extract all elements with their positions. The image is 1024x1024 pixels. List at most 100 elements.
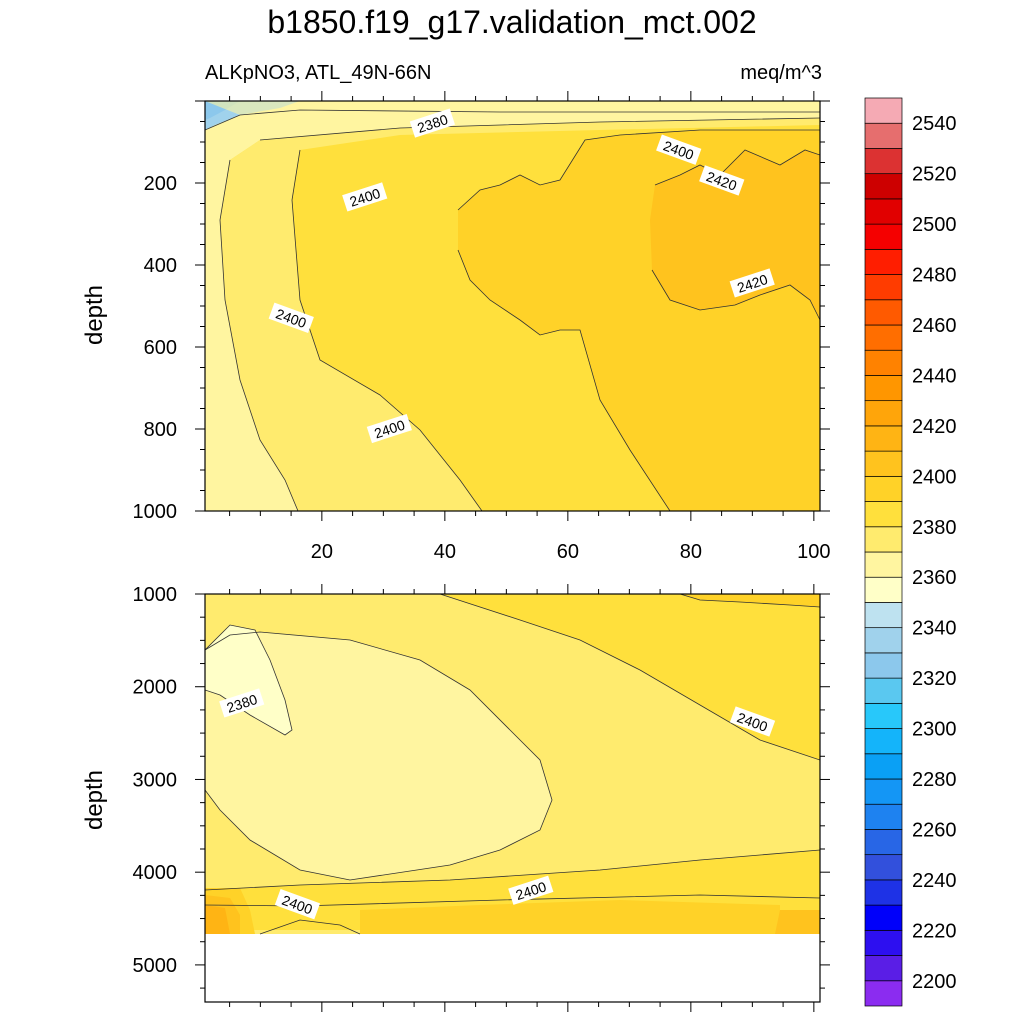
contour-2390-surface bbox=[259, 117, 820, 141]
colorbar-swatch bbox=[864, 980, 903, 1007]
colorbar-swatch bbox=[864, 173, 903, 200]
bottom-ylabel: depth bbox=[81, 770, 108, 830]
contour-label-bg bbox=[342, 182, 388, 212]
colorbar-label: 2500 bbox=[912, 214, 957, 236]
fill-surface-band bbox=[205, 101, 820, 115]
contour-2410-top-lower bbox=[457, 249, 671, 511]
colorbar-label: 2520 bbox=[912, 164, 957, 186]
colorbar-swatch bbox=[864, 879, 903, 906]
colorbar-swatch bbox=[864, 677, 903, 704]
contour-label-bg bbox=[656, 134, 702, 165]
colorbar-swatch bbox=[864, 854, 903, 881]
contour-label-bg bbox=[729, 706, 776, 737]
colorbar-swatch bbox=[864, 904, 903, 931]
fill-2370-2380 bbox=[205, 625, 292, 735]
top-ytick-label: 1000 bbox=[133, 501, 178, 523]
bathymetry-mask bbox=[205, 934, 820, 1002]
colorbar-label: 2540 bbox=[912, 113, 957, 135]
colorbar-swatch bbox=[864, 753, 903, 780]
colorbar-swatch bbox=[864, 349, 903, 376]
colorbar-label: 2460 bbox=[912, 315, 957, 337]
colorbar: 2200 2220 2240 2260 2280 2300 2320 2340 2360 2380… bbox=[864, 97, 957, 1007]
colorbar-swatch bbox=[864, 425, 903, 452]
bottom-ytick-label: 1000 bbox=[133, 584, 178, 606]
top-ytick-label: 200 bbox=[144, 173, 177, 195]
colorbar-label: 2220 bbox=[912, 920, 957, 942]
colorbar-swatch bbox=[864, 274, 903, 301]
contour-2400-upper bbox=[439, 594, 820, 761]
colorbar-label: 2420 bbox=[912, 416, 957, 438]
colorbar-swatch bbox=[864, 248, 903, 275]
colorbar-swatch bbox=[864, 198, 903, 225]
colorbar-swatch bbox=[864, 501, 903, 528]
contour-2410-topright bbox=[679, 594, 820, 608]
colorbar-swatch bbox=[864, 652, 903, 679]
contour-2380-surface bbox=[205, 109, 820, 131]
top-xtick-label: 80 bbox=[680, 541, 702, 563]
contour-label-bg bbox=[699, 165, 745, 196]
colorbar-swatch bbox=[864, 702, 903, 729]
contour-2390 bbox=[205, 631, 553, 881]
contour-label-bg bbox=[508, 875, 554, 905]
top-ytick-label: 400 bbox=[144, 255, 177, 277]
contour-deep-bump bbox=[259, 919, 361, 935]
chart-title: b1850.f19_g17.validation_mct.002 bbox=[267, 4, 757, 40]
top-ylabel: depth bbox=[81, 285, 108, 345]
colorbar-label: 2440 bbox=[912, 365, 957, 387]
fill-2420-2430 bbox=[650, 150, 820, 320]
top-ytick-label: 800 bbox=[144, 419, 177, 441]
colorbar-swatch bbox=[864, 299, 903, 326]
top-xtick-label: 100 bbox=[797, 541, 830, 563]
colorbar-swatch bbox=[864, 602, 903, 629]
bottom-ytick-label: 5000 bbox=[133, 955, 178, 977]
colorbar-swatch bbox=[864, 97, 903, 124]
contour-2400-top bbox=[291, 149, 483, 511]
top-xtick-label: 20 bbox=[311, 541, 333, 563]
colorbar-label: 2480 bbox=[912, 265, 957, 287]
bottom-panel-axes: 1000 2000 3000 4000 5000 bbox=[133, 584, 830, 1012]
colorbar-label: 2380 bbox=[912, 517, 957, 539]
contour-2390-top bbox=[219, 159, 299, 511]
variable-region-label: ALKpNO3, ATL_49N-66N bbox=[205, 62, 432, 84]
fill-deep-mid bbox=[360, 900, 780, 934]
contour-label-bg bbox=[409, 108, 455, 138]
colorbar-swatch bbox=[864, 475, 903, 502]
top-ytick-label: 600 bbox=[144, 337, 177, 359]
bottom-panel-fill bbox=[205, 594, 820, 1002]
colorbar-swatch bbox=[864, 728, 903, 755]
colorbar-label: 2300 bbox=[912, 719, 957, 741]
colorbar-swatch bbox=[864, 400, 903, 427]
fill-deep-right bbox=[775, 910, 820, 934]
colorbar-label: 2280 bbox=[912, 769, 957, 791]
bottom-ytick-label: 4000 bbox=[133, 862, 178, 884]
top-panel-fill bbox=[205, 101, 820, 511]
top-xtick-label: 40 bbox=[434, 541, 456, 563]
top-contour-lines bbox=[205, 109, 820, 511]
colorbar-swatch bbox=[864, 324, 903, 351]
bottom-ytick-label: 2000 bbox=[133, 677, 178, 699]
colorbar-swatch bbox=[864, 955, 903, 982]
fill-2400-2410 bbox=[205, 594, 820, 930]
colorbar-swatch bbox=[864, 778, 903, 805]
fill-2380-2390 bbox=[205, 101, 820, 511]
contour-label-bg bbox=[274, 888, 321, 920]
colorbar-swatch bbox=[864, 803, 903, 830]
fill-deep-left-3 bbox=[205, 905, 230, 934]
colorbar-swatch bbox=[864, 929, 903, 956]
contour-2410-top-upper bbox=[457, 129, 820, 211]
colorbar-swatch bbox=[864, 627, 903, 654]
contour-2420-upper bbox=[654, 149, 820, 186]
colorbar-label: 2360 bbox=[912, 567, 957, 589]
colorbar-swatch bbox=[864, 576, 903, 603]
colorbar-label: 2400 bbox=[912, 466, 957, 488]
colorbar-swatch bbox=[864, 375, 903, 402]
colorbar-label: 2200 bbox=[912, 971, 957, 993]
colorbar-swatch bbox=[864, 122, 903, 149]
colorbar-swatch bbox=[864, 223, 903, 250]
colorbar-label: 2240 bbox=[912, 870, 957, 892]
colorbar-swatch bbox=[864, 829, 903, 856]
colorbar-label: 2340 bbox=[912, 618, 957, 640]
